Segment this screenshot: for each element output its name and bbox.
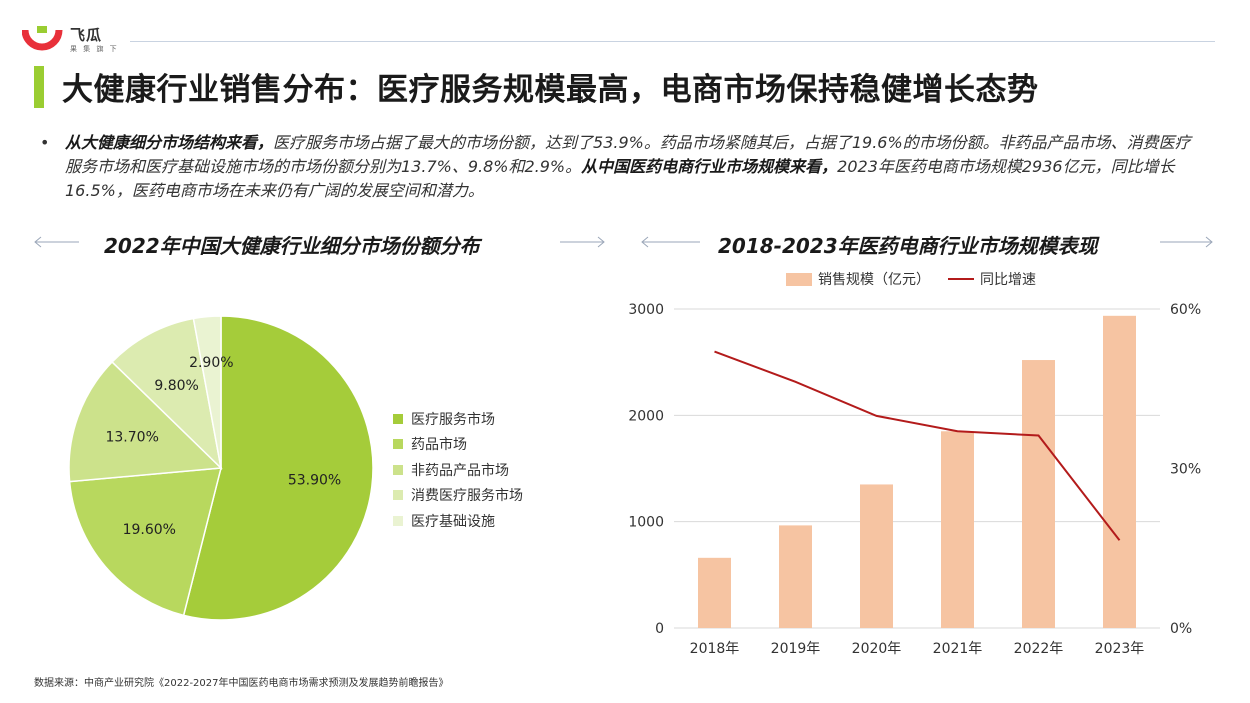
pie-slice <box>182 315 374 621</box>
growth-line <box>714 350 1121 541</box>
bullet-mark: • <box>40 133 50 152</box>
brand-logo: 飞瓜 果 集 旗 下 <box>22 22 132 56</box>
left-arrow-icon <box>641 236 700 248</box>
legend-swatch <box>393 464 403 475</box>
summary-lead-1: 从大健康细分市场结构来看， <box>65 133 274 152</box>
right-arrow-icon <box>1160 236 1213 248</box>
legend-label-growth: 同比增速 <box>980 272 1036 288</box>
y-tick-label: 1000 <box>628 515 664 531</box>
x-tick-label: 2021年 <box>933 641 983 657</box>
legend-label-sales: 销售规模（亿元） <box>818 272 930 288</box>
legend-label: 非药品产品市场 <box>411 462 509 479</box>
legend-swatch-line <box>948 278 974 280</box>
legend-item: 医疗基础设施 <box>393 508 523 534</box>
bar <box>698 557 731 628</box>
legend-item: 消费医疗服务市场 <box>393 483 523 509</box>
bar <box>1022 360 1055 628</box>
bar-chart-legend: 销售规模（亿元） 同比增速 <box>786 269 1036 289</box>
pie-legend: 医疗服务市场 药品市场非药品产品市场 消费医疗服务市场 医疗基础设施 <box>393 406 523 534</box>
y-tick-label: 3000 <box>628 302 664 318</box>
legend-label: 消费医疗服务市场 <box>411 488 523 505</box>
pie-slice <box>68 360 223 483</box>
y-tick-label: 0 <box>655 621 664 637</box>
legend-swatch <box>393 490 403 501</box>
page-title: 大健康行业销售分布：医疗服务规模最高，电商市场保持稳健增长态势 <box>62 72 1039 108</box>
legend-swatch <box>393 439 403 450</box>
bar <box>779 525 812 628</box>
legend-item: 药品市场 <box>393 432 523 458</box>
x-tick-label: 2018年 <box>690 641 740 657</box>
title-accent-bar <box>34 66 44 108</box>
logo-mark-icon <box>22 26 63 51</box>
pie-slice <box>111 317 223 471</box>
legend-item: 医疗服务市场 <box>393 406 523 432</box>
left-arrow-icon <box>34 236 79 248</box>
bar <box>860 484 893 628</box>
summary-paragraph: • 从大健康细分市场结构来看，医疗服务市场占据了最大的市场份额，达到了53.9%… <box>40 131 1205 203</box>
right-arrow-icon <box>560 236 605 248</box>
summary-text: 从大健康细分市场结构来看，医疗服务市场占据了最大的市场份额，达到了53.9%。药… <box>65 131 1205 203</box>
legend-label: 药品市场 <box>411 437 467 454</box>
x-tick-label: 2020年 <box>852 641 902 657</box>
bar <box>1103 315 1136 628</box>
legend-swatch <box>393 413 403 424</box>
brand-slogan: 果 集 旗 下 <box>70 45 119 53</box>
pie-value-label: 2.90% <box>189 355 233 371</box>
pie-value-label: 53.90% <box>288 473 341 489</box>
x-tick-label: 2019年 <box>771 641 821 657</box>
y2-tick-label: 0% <box>1170 621 1192 637</box>
summary-body-2: 2023年医药电商市场规模2936亿元，同比增长16.5%，医药电商市场在未来仍… <box>65 157 1175 200</box>
x-tick-label: 2022年 <box>1014 641 1064 657</box>
header-divider <box>130 41 1215 42</box>
legend-swatch-bar <box>786 272 812 286</box>
legend-label: 医疗基础设施 <box>411 513 495 530</box>
pie-value-label: 13.70% <box>105 429 158 445</box>
pie-slice <box>68 467 222 617</box>
bar <box>941 431 974 628</box>
pie-slice <box>192 315 222 469</box>
y2-tick-label: 60% <box>1170 302 1201 318</box>
legend-label: 医疗服务市场 <box>411 411 495 428</box>
data-source-note: 数据来源：中商产业研究院《2022-2027年中国医药电商市场需求预测及发展趋势… <box>34 678 449 689</box>
pie-value-label: 19.60% <box>123 522 176 538</box>
bar-chart-title: 2018-2023年医药电商行业市场规模表现 <box>718 234 1098 258</box>
summary-body-1: 医疗服务市场占据了最大的市场份额，达到了53.9%。药品市场紧随其后，占据了19… <box>65 133 1191 176</box>
summary-lead-2: 从中国医药电商行业市场规模来看， <box>581 157 838 176</box>
x-tick-label: 2023年 <box>1095 641 1145 657</box>
brand-name: 飞瓜 <box>70 26 103 44</box>
y2-tick-label: 30% <box>1170 462 1201 478</box>
legend-item: 非药品产品市场 <box>393 457 523 483</box>
legend-swatch <box>393 515 403 526</box>
y-tick-label: 2000 <box>628 408 664 424</box>
pie-chart-title: 2022年中国大健康行业细分市场份额分布 <box>104 234 480 258</box>
pie-value-label: 9.80% <box>154 378 198 394</box>
